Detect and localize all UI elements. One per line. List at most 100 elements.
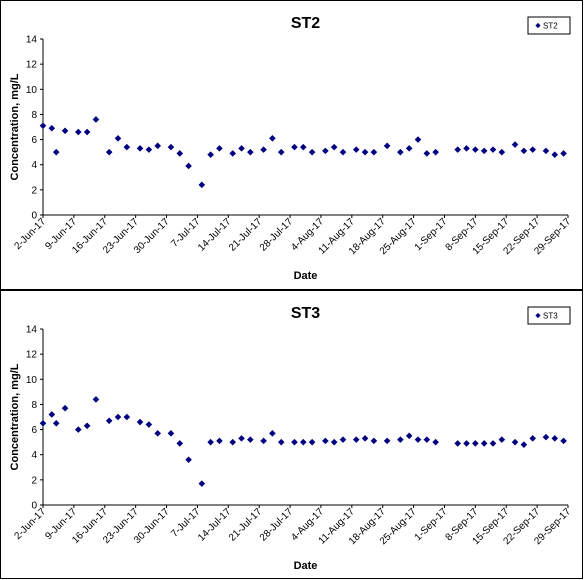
data-point [432,438,439,446]
data-point [414,436,422,443]
data-point [207,151,214,158]
data-point [299,438,307,446]
data-point [61,404,69,412]
data-point [308,148,316,156]
legend-marker [535,22,541,29]
data-point [361,435,369,442]
data-point [216,145,223,152]
data-point [92,396,100,403]
data-point [322,437,329,445]
data-point [52,148,60,156]
data-point [176,440,184,447]
data-point [397,436,404,443]
x-tick-label: 2-Jun-17 [12,216,48,252]
data-point [511,141,519,148]
data-point [551,151,559,158]
data-point [489,146,497,153]
y-tick-label: 12 [26,350,38,361]
data-point [397,148,404,156]
y-tick-label: 8 [31,110,37,121]
data-point [463,440,470,447]
data-point [414,136,422,143]
data-point [370,437,378,445]
y-tick-label: 8 [31,400,37,411]
legend: ST2 [527,16,571,35]
chart-panel-st3: ST3 0 2 4 6 8 10 12 14 2-Jun-17 9-Jun-17 16-Jun-17 2… [0,290,583,579]
data-point [339,436,347,443]
y-tick-label: 4 [31,450,37,461]
data-point [229,438,237,446]
data-point [383,142,391,150]
data-point [198,181,206,189]
data-point [489,440,497,447]
data-point [277,148,285,156]
data-point [247,436,254,443]
data-point [529,146,537,153]
data-point [432,148,439,156]
data-point [383,437,391,445]
y-tick-label: 10 [26,375,38,386]
data-point [498,436,506,443]
y-tick-label: 6 [31,425,37,436]
data-point [114,135,122,142]
data-point [105,148,113,156]
data-point [83,422,91,430]
data-point [269,430,276,437]
x-axis-label: Date [294,270,318,282]
data-point [136,145,144,152]
data-point [330,143,338,151]
data-point [361,148,369,156]
data-point [61,127,69,135]
data-point [370,148,378,156]
data-point [74,426,82,433]
legend-box [527,16,571,35]
data-point [145,146,153,153]
data-point [167,143,175,151]
data-point [185,456,192,464]
data-point [480,147,488,155]
legend-marker [535,312,541,319]
data-point [551,435,559,442]
data-point [291,438,298,446]
data-point [423,150,431,157]
data-point [454,440,462,447]
y-tick-label: 0 [31,501,37,512]
data-point [423,436,431,443]
data-point [520,441,528,448]
data-point [207,438,214,446]
data-point [238,145,245,152]
data-point [176,150,184,157]
data-point [48,124,56,132]
data-point [74,128,82,136]
x-axis-label: Date [294,560,318,572]
data-point [145,421,153,428]
legend-label: ST3 [543,312,558,321]
data-point [405,145,413,152]
data-point [229,150,237,157]
x-tick-label: 1-Sep-17 [413,506,450,543]
data-point [269,135,276,142]
x-tick-label: 28-Jul-17 [258,216,296,254]
data-point [136,418,144,426]
data-point [352,146,360,153]
y-tick-label: 4 [31,160,37,171]
y-tick-label: 14 [26,325,38,336]
data-point [498,148,506,156]
y-tick-label: 0 [31,211,37,222]
data-point [123,143,131,151]
data-point [308,438,316,446]
data-point [123,413,131,421]
legend-box [527,306,571,325]
data-point [322,147,329,155]
data-point [154,142,162,150]
data-point [39,419,47,427]
y-axis-label: Concentration, mg/L [9,363,21,470]
chart-st3: ST3024681012142-Jun-179-Jun-1716-Jun-172… [9,305,573,572]
data-point [92,116,100,123]
data-point [48,411,56,418]
data-point [472,440,479,447]
data-point [105,417,113,425]
data-point [560,150,567,157]
y-tick-label: 6 [31,135,37,146]
data-point [542,433,550,441]
